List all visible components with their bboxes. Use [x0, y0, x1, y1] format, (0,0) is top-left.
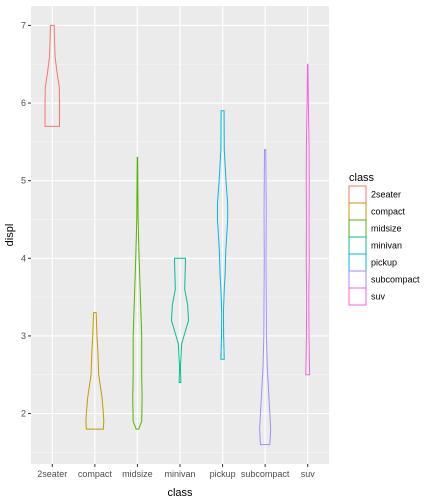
x-tick-label: subcompact: [241, 469, 290, 479]
x-tick-label: suv: [301, 469, 316, 479]
violin-minivan: [170, 257, 190, 383]
y-tick-label: 6: [21, 98, 26, 108]
grid-lines: [31, 6, 329, 464]
legend-label: subcompact: [371, 275, 420, 285]
legend-label: midsize: [371, 224, 402, 234]
legend-label: 2seater: [371, 190, 401, 200]
x-axis: 2seater compact midsize minivan pickup subcom…: [37, 464, 315, 479]
y-tick-label: 5: [21, 176, 26, 186]
violin-subcompact: [259, 149, 272, 446]
y-axis: 2 3 4 5 6 7: [21, 20, 31, 419]
x-tick-label: 2seater: [37, 469, 67, 479]
y-tick-label: 3: [21, 331, 26, 341]
legend-label: compact: [371, 207, 406, 217]
violin-midsize: [132, 156, 143, 430]
legend-key-midsize: [348, 219, 367, 238]
x-tick-label: pickup: [210, 469, 236, 479]
legend-label: minivan: [371, 241, 402, 251]
legend-key-minivan: [348, 236, 367, 255]
violin-pickup: [216, 110, 229, 360]
y-axis-title: displ: [4, 224, 16, 247]
legend-key-subcompact: [348, 270, 367, 289]
violins: [44, 24, 311, 446]
y-tick-label: 7: [21, 20, 26, 30]
legend-key-compact: [348, 202, 367, 221]
violin-compact: [85, 312, 105, 430]
y-tick-label: 4: [21, 253, 26, 263]
x-axis-title: class: [167, 487, 193, 499]
legend-key-2seater: [348, 185, 367, 204]
violin-2seater: [44, 24, 61, 127]
legend-key-pickup: [348, 253, 367, 272]
x-tick-label: minivan: [164, 469, 195, 479]
y-tick-label: 2: [21, 409, 26, 419]
x-tick-label: compact: [78, 469, 113, 479]
legend-label: suv: [371, 292, 386, 302]
legend-label: pickup: [371, 258, 397, 268]
x-tick-label: midsize: [122, 469, 153, 479]
violin-suv: [305, 63, 311, 376]
legend-key-suv: [348, 287, 367, 306]
legend: class 2seater compact midsize minivan pickup…: [348, 172, 420, 306]
legend-title: class: [349, 172, 375, 184]
